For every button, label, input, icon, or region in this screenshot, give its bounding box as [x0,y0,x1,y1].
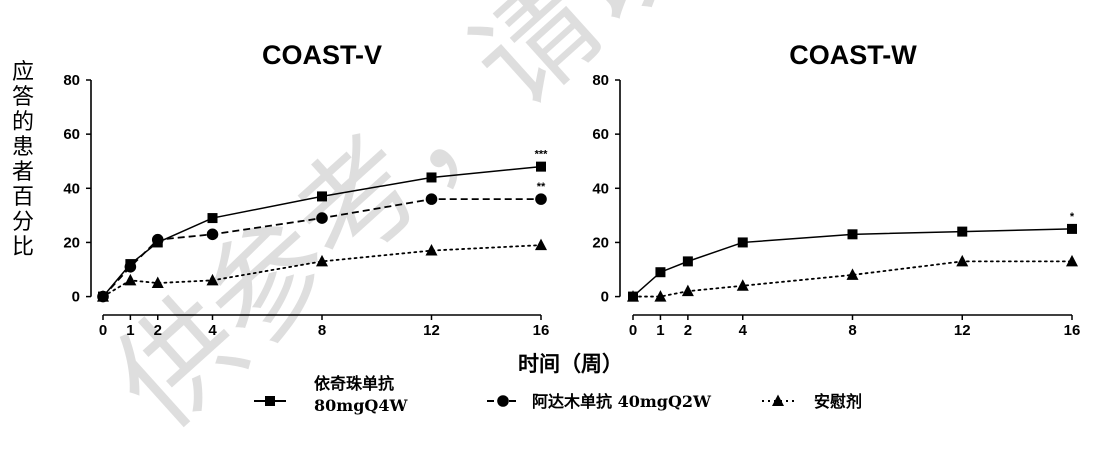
data-point-triangle [681,284,694,297]
data-point-square [655,267,666,278]
y-axis-label-char: 答 [11,85,34,110]
x-tick-label: 1 [126,322,134,339]
data-point-circle [425,193,438,205]
y-tick-label: 0 [601,289,609,306]
y-axis-label-char: 应 [11,60,34,85]
x-axis-label: 时间（周） [518,351,623,376]
y-tick-label: 40 [63,180,80,197]
data-point-circle [151,233,164,246]
y-tick-label: 0 [72,289,80,306]
data-point-circle [535,193,547,205]
data-point-circle [124,261,137,273]
x-tick-label: 2 [154,322,162,339]
y-tick-label: 60 [592,126,609,143]
legend-marker-triangle [772,394,784,406]
significance-annotation: ** [537,181,546,193]
legend-markers [254,394,794,407]
data-point-triangle [316,254,328,267]
data-point-circle [206,228,219,241]
y-axis-label-char: 比 [11,235,34,260]
data-point-square [1067,223,1077,234]
series-line-triangle [102,244,542,298]
x-tick-label: 16 [1064,322,1081,339]
data-point-triangle [1066,254,1078,267]
y-tick-label: 60 [63,126,80,143]
legend-marker-circle [497,395,509,407]
data-point-square [847,229,858,240]
y-axis-label-char: 者 [11,160,34,185]
data-point-square [957,226,968,237]
series-line-square [102,165,542,298]
y-axis-label-char: 的 [11,110,34,135]
x-tick-label: 2 [684,322,692,339]
data-point-circle [316,212,328,224]
data-point-triangle [206,273,219,286]
data-point-square [737,237,748,248]
data-point-triangle [97,290,109,302]
data-point-square [317,191,327,202]
data-point-triangle [124,273,137,286]
data-point-square [426,172,437,183]
y-tick-label: 20 [592,234,609,251]
y-tick-label: 20 [63,234,80,251]
y-axis-label-char: 百 [11,185,34,210]
data-point-triangle [654,290,667,302]
y-tick-label: 80 [63,72,80,89]
data-point-triangle [956,254,969,267]
y-tick-label: 80 [592,72,609,89]
data-point-triangle [425,244,438,256]
chart-title: COAST-W [789,40,917,70]
legend-marker-square [265,396,275,406]
data-point-triangle [535,238,547,251]
data-point-triangle [736,279,749,291]
data-point-square [207,213,218,224]
x-tick-label: 16 [533,322,550,339]
y-axis-label-char: 患 [11,135,34,160]
y-axis-label-char: 分 [11,210,34,235]
x-tick-label: 1 [656,322,664,339]
data-point-triangle [151,276,164,289]
x-tick-label: 12 [423,322,440,339]
significance-annotation: * [1070,211,1075,223]
data-point-square [536,161,546,172]
significance-annotation: *** [535,149,549,161]
data-point-triangle [846,268,859,280]
x-tick-label: 0 [629,322,637,339]
x-tick-label: 4 [208,322,217,339]
y-tick-label: 40 [592,180,609,197]
y-axis-label: 应答的患者百分比 [8,60,38,260]
data-point-triangle [627,290,639,302]
chart-title: COAST-V [262,40,382,70]
x-tick-label: 8 [318,322,326,339]
data-point-square [682,256,693,267]
x-tick-label: 4 [739,322,748,339]
x-tick-label: 0 [99,322,107,339]
x-tick-label: 12 [954,322,971,339]
x-tick-label: 8 [848,322,856,339]
